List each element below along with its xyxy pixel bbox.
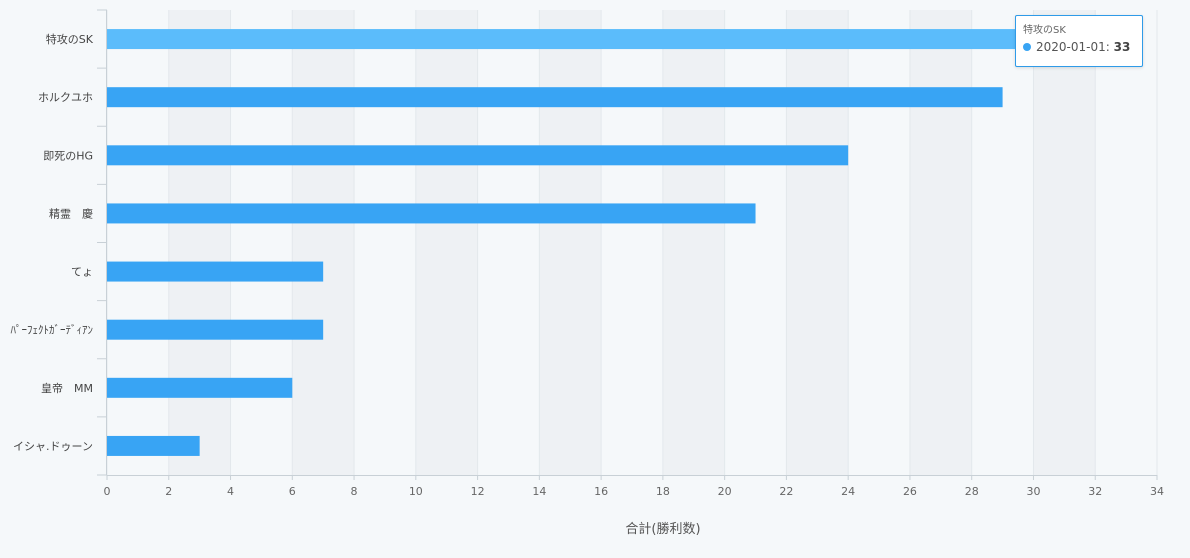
grid-band bbox=[292, 10, 355, 475]
bar bbox=[107, 435, 200, 456]
tooltip-row: 2020-01-01: 33 bbox=[1023, 39, 1135, 56]
x-tick-label: 26 bbox=[903, 485, 917, 498]
y-tick-label: てょ bbox=[71, 266, 93, 279]
grid-band bbox=[909, 10, 972, 475]
x-tick-label: 16 bbox=[594, 485, 608, 498]
grid-bands bbox=[168, 10, 1096, 475]
grid-band bbox=[786, 10, 849, 475]
y-tick-label: 特攻のSK bbox=[46, 32, 94, 46]
bar bbox=[107, 377, 293, 398]
y-tick-label: 即死のHG bbox=[43, 149, 93, 162]
x-tick-label: 12 bbox=[471, 485, 485, 498]
x-tick-label: 2 bbox=[165, 485, 172, 498]
tooltip-label: 2020-01-01: bbox=[1036, 40, 1114, 54]
grid-band bbox=[1033, 10, 1096, 475]
bar bbox=[107, 29, 1127, 50]
x-tick-label: 28 bbox=[965, 485, 979, 498]
y-tick-label: 皇帝 MM bbox=[41, 381, 93, 395]
bar bbox=[107, 203, 756, 224]
x-tick-label: 0 bbox=[104, 485, 111, 498]
bar bbox=[107, 145, 849, 166]
grid-band bbox=[415, 10, 478, 475]
x-tick-label: 34 bbox=[1150, 485, 1164, 498]
tooltip-value: 33 bbox=[1113, 40, 1131, 54]
y-tick-label: ﾊﾟｰﾌｪｸﾄｶﾞｰﾃﾞｨｱﾝ bbox=[11, 324, 94, 337]
series-dot-icon bbox=[1023, 43, 1031, 51]
grid-band bbox=[662, 10, 725, 475]
bar bbox=[107, 319, 324, 340]
bar bbox=[107, 87, 1003, 108]
x-axis: 0 2 4 6 8 10 12 14 16 18 20 22 24 26 28 30 32 34 bbox=[104, 475, 1164, 498]
x-tick-label: 4 bbox=[227, 485, 234, 498]
bar bbox=[107, 261, 324, 282]
x-tick-label: 32 bbox=[1088, 485, 1102, 498]
x-tick-label: 22 bbox=[779, 485, 793, 498]
y-tick-label: イシャ.ドゥーン bbox=[13, 440, 93, 453]
y-tick-label: 精霊 慶 bbox=[49, 206, 93, 220]
x-tick-label: 14 bbox=[532, 485, 546, 498]
tooltip: 特攻のSK 2020-01-01: 33 bbox=[1015, 15, 1143, 67]
x-tick-label: 30 bbox=[1026, 485, 1040, 498]
x-tick-label: 8 bbox=[351, 485, 358, 498]
tooltip-title: 特攻のSK bbox=[1023, 25, 1066, 36]
x-tick-label: 18 bbox=[656, 485, 670, 498]
grid-band bbox=[539, 10, 602, 475]
x-tick-label: 10 bbox=[409, 485, 423, 498]
grid-band bbox=[168, 10, 231, 475]
x-tick-label: 24 bbox=[841, 485, 855, 498]
grid-lines bbox=[106, 10, 1158, 475]
x-tick-label: 20 bbox=[718, 485, 732, 498]
y-tick-label: ホルクユホ bbox=[38, 91, 93, 104]
bars-group bbox=[107, 29, 1127, 456]
x-axis-title: 合計(勝利数) bbox=[625, 521, 700, 537]
x-tick-label: 6 bbox=[289, 485, 296, 498]
